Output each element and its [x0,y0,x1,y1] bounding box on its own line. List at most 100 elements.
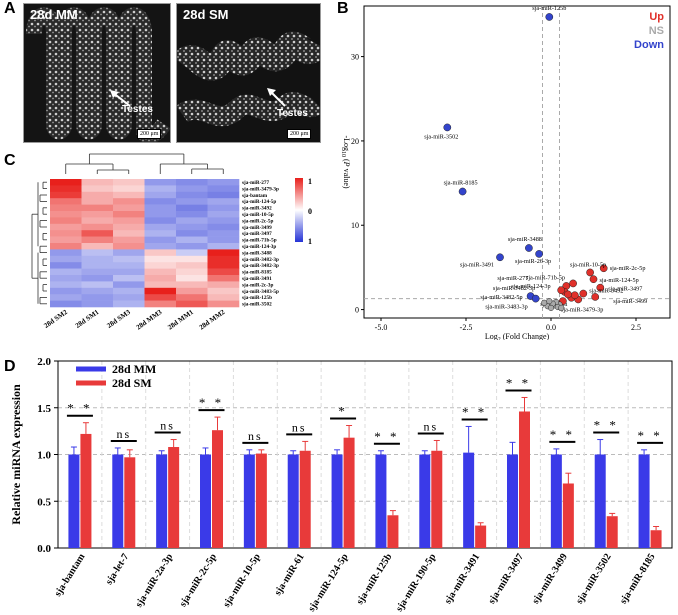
significance-label: ns [116,427,131,441]
heatmap-cell [144,191,177,199]
heatmap-row-label: sja-miR-3479-3p [242,186,279,192]
heatmap: sja-miR-277sja-miR-3479-3psja-bantamsja-… [31,153,312,332]
testes-annotation-mm: Testes [122,104,153,115]
volcano-point [570,291,579,300]
point-label: sja-miR-124-5p [600,277,639,284]
heatmap-cell [81,294,114,301]
volcano-point [586,268,594,277]
heatmap-cell [144,230,177,237]
colorbar [295,178,303,242]
panel-letter-d: D [4,358,16,375]
bar-mm [594,454,606,548]
y-tick-label: 2.0 [37,356,51,368]
category-label: sja-miR-2c-5p [178,551,220,609]
heatmap-row-label: sja-miR-3482-3p [242,257,279,263]
heatmap-cell [176,198,208,205]
heatmap-cell [207,179,240,186]
category-label: sja-miR-124-5p [306,551,351,613]
heatmap-cell [176,217,208,225]
heatmap-cell [207,294,240,301]
y-axis-label-mid: ( [342,157,351,162]
volcano-point [458,187,467,196]
scale-bar-sm: 200 μm [287,129,312,139]
volcano-point [558,304,565,311]
significance-label: * * [594,418,619,433]
micrograph-28d-sm: 28d SM Testes 200 μm [176,3,321,143]
arrow-icon [267,88,286,107]
heatmap-cell [113,287,145,295]
heatmap-row-label: sja-miR-3492 [242,206,272,212]
heatmap-cell [113,230,145,237]
bar-mm [419,454,431,548]
heatmap-cell [81,300,114,308]
heatmap-cell [144,217,177,225]
heatmap-cell [176,287,208,295]
point-label: sja-miR-3488 [508,236,542,243]
volcano-point [557,286,566,295]
heatmap-cell [144,204,177,212]
x-axis-label-post: (Fold Change) [501,332,550,340]
legend-ns: NS [649,25,664,37]
colorbar-tick: 0 [308,207,312,216]
heatmap-cell [113,179,145,186]
x-tick-label: 0.0 [546,323,556,332]
heatmap-row-label: sja-miR-3491 [242,276,272,282]
heatmap-cell [176,236,208,244]
point-label: sja-miR-125b [532,5,566,12]
point-label: sja-miR-124-3p [511,283,550,290]
heatmap-cell [113,191,145,199]
heatmap-cell [144,275,177,282]
heatmap-cell [207,262,240,269]
heatmap-col-label: 28d MM2 [198,308,227,332]
category-label: sja-miR-8185 [618,552,658,606]
category-label: sja-miR-3497 [486,552,526,606]
testes-annotation-sm: Testes [277,108,308,119]
heatmap-cell [50,185,82,193]
heatmap-cell [176,243,208,250]
colorbar-tick: 1 [308,177,312,186]
heatmap-cell [144,236,177,244]
heatmap-cell [81,236,114,244]
bar-sm [168,447,180,548]
category-label: sja-miR-3502 [574,552,614,606]
volcano-point [569,279,577,288]
bar-mm [200,454,211,548]
bar-sm [124,457,136,548]
heatmap-cell [50,223,82,231]
heatmap-cell [176,185,208,193]
volcano-point [596,283,605,292]
arrow-icon [110,90,131,107]
heatmap-cell [176,262,208,269]
heatmap-cell [50,204,82,212]
heatmap-cell [81,204,114,212]
heatmap-cell [81,185,114,193]
heatmap-cell [176,191,208,199]
x-axis-label: Log2 (Fold Change) [485,332,550,340]
heatmap-cell [81,275,114,282]
category-label: sja-miR-2a-3p [133,551,175,609]
heatmap-cell [144,198,177,205]
y-tick-label: 30 [351,53,359,62]
heatmap-cell [144,223,177,231]
heatmap-cell [207,243,240,250]
bar-mm [331,454,343,548]
y-tick-label: 0.0 [37,543,51,555]
heatmap-cell [50,236,82,244]
bar-sm [387,515,399,548]
heatmap-cell [113,294,145,301]
point-label: sja-miR-3499 [613,298,647,305]
heatmap-cell [113,300,145,308]
point-label: sja-miR-10-5p [570,261,606,268]
y-tick-label: 0.5 [37,496,51,508]
heatmap-row-label: sja-miR-3482-3p [242,263,279,269]
heatmap-row-label: sja-miR-3483-5p [242,289,279,295]
volcano-plot: -5.0 -2.5 0.0 2.5 0 10 20 30 Log2 (Fold Change) -… [340,5,671,340]
heatmap-cell [144,268,177,276]
heatmap-col-label: 28d MM3 [135,308,164,332]
significance-label: * * [637,428,662,443]
column-dendrogram [65,153,224,174]
heatmap-cell [81,217,114,225]
heatmap-cell [50,217,82,225]
heatmap-cell [176,255,208,263]
y-tick-label: 0 [355,306,359,315]
